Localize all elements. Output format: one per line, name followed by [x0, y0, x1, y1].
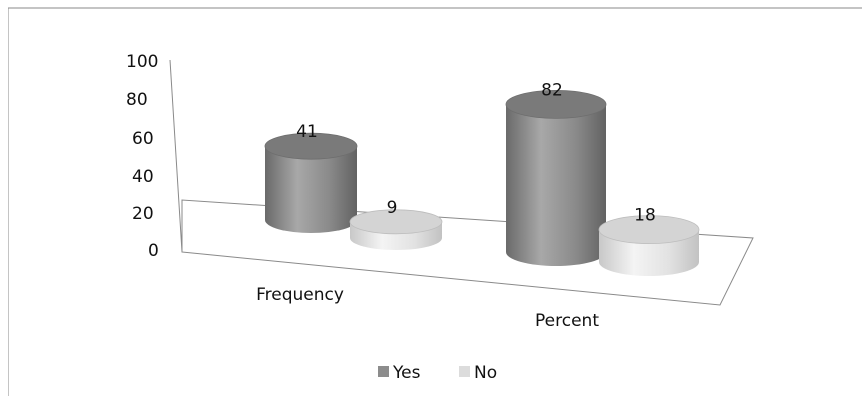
y-tick-label: 0	[148, 241, 159, 261]
category-label: Percent	[535, 311, 599, 331]
category-labels: Frequency Percent	[256, 285, 599, 331]
y-tick-label: 40	[132, 167, 154, 187]
bar-top	[598, 215, 700, 245]
legend-label: No	[474, 363, 497, 383]
bar-yes-percent: 82	[505, 80, 607, 267]
y-tick-label: 80	[126, 90, 148, 110]
legend-swatch	[459, 366, 470, 377]
data-label: 41	[296, 122, 318, 142]
data-label: 9	[387, 198, 398, 218]
y-axis-ticks: 100 80 60 40 20 0	[126, 52, 159, 261]
bars: 41 9 82 18	[264, 80, 700, 276]
bar-no-percent: 18	[598, 206, 700, 276]
data-label: 18	[634, 206, 656, 226]
page-white-left	[0, 0, 8, 396]
legend-label: Yes	[392, 363, 421, 383]
bar-no-frequency: 9	[349, 198, 443, 250]
chart-border	[7, 7, 862, 396]
y-tick-label: 20	[132, 204, 154, 224]
data-label: 82	[541, 80, 563, 100]
legend-item-no: No	[459, 363, 497, 383]
category-label: Frequency	[256, 285, 344, 305]
y-tick-label: 60	[132, 129, 154, 149]
legend: Yes No	[378, 363, 497, 383]
legend-item-yes: Yes	[378, 363, 421, 383]
bar-yes-frequency: 41	[264, 122, 358, 233]
bar-body	[506, 104, 606, 267]
y-axis-line	[169, 59, 183, 253]
bar-body	[265, 146, 357, 233]
legend-swatch	[378, 366, 389, 377]
bar-top	[264, 132, 358, 160]
bar-top	[349, 209, 443, 235]
y-tick-label: 100	[126, 52, 158, 72]
bar-top	[505, 90, 607, 119]
